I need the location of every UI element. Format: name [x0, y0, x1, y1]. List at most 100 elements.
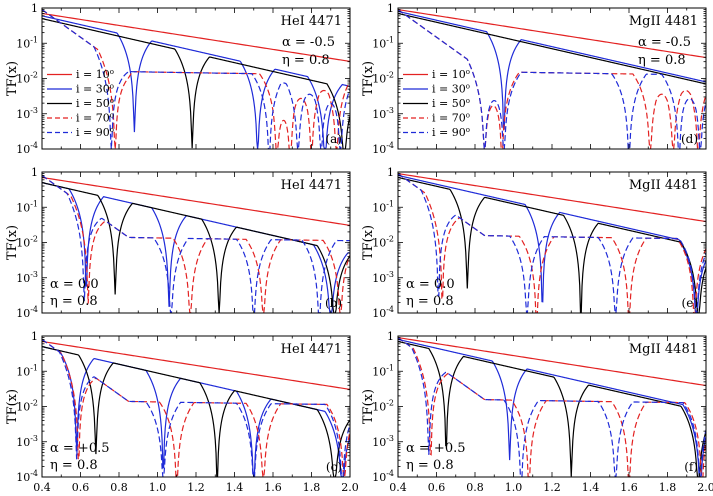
- series-i50: [42, 18, 350, 149]
- y-axis-label: TF(x): [361, 389, 376, 424]
- y-tick-label: 10-2: [372, 399, 394, 414]
- x-tick-label: 1.8: [303, 481, 321, 494]
- y-tick-label: 1: [387, 330, 394, 343]
- series-i10: [42, 12, 350, 62]
- y-tick-label: 1: [387, 166, 394, 179]
- eta-label: η = 0.8: [638, 53, 686, 68]
- legend-label: i = 90o: [76, 126, 114, 139]
- series-i30: [398, 10, 706, 130]
- legend-label: i = 50o: [432, 97, 470, 110]
- panel-b: 1 10-1 10-2 10-3 10-4 TF(x) HeI 4471 α = 0.0 η =…: [5, 166, 351, 320]
- x-tick-label: 0.4: [33, 481, 51, 494]
- line-name: MgII 4481: [629, 14, 698, 29]
- panel-a: 1 10-1 10-2 10-3 10-4 TF(x) HeI 4471 α = -0.5 η …: [5, 2, 351, 156]
- x-tick-label: 2.0: [697, 481, 713, 494]
- curves: [398, 173, 706, 313]
- legend-label: i = 30o: [76, 83, 114, 96]
- panel-tag: (d): [681, 132, 698, 146]
- series-i50: [42, 346, 350, 477]
- y-axis-label: TF(x): [361, 225, 376, 260]
- series-i50: [398, 340, 706, 477]
- panel-tag: (a): [325, 132, 342, 146]
- line-name: HeI 4471: [281, 342, 342, 357]
- x-tick-label: 1.6: [264, 481, 282, 494]
- legend-label: i = 90o: [432, 126, 470, 139]
- series-i30: [398, 338, 706, 477]
- y-tick-label: 10-1: [16, 35, 38, 50]
- alpha-label: α = 0.0: [50, 277, 99, 292]
- y-tick-label: 10-2: [372, 235, 394, 250]
- x-tick-label: 1.4: [226, 481, 244, 494]
- y-tick-label: 10-4: [372, 469, 394, 484]
- y-axis-label: TF(x): [5, 225, 20, 260]
- alpha-label: α = +0.5: [50, 441, 110, 456]
- y-tick-label: 10-1: [16, 199, 38, 214]
- y-axis-label: TF(x): [361, 61, 376, 96]
- x-axis-label: x: [548, 492, 556, 496]
- series-i50: [398, 12, 706, 85]
- line-name: MgII 4481: [629, 342, 698, 357]
- curves: [42, 174, 350, 313]
- series-i50: [42, 182, 350, 313]
- y-tick-label: 10-3: [372, 106, 394, 121]
- series-i10: [398, 173, 706, 223]
- eta-label: η = 0.8: [406, 458, 454, 473]
- x-tick-label: 1.0: [149, 481, 167, 494]
- y-tick-label: 10-4: [372, 141, 394, 156]
- series-i90: [42, 174, 350, 313]
- line-name: HeI 4471: [281, 178, 342, 193]
- y-tick-label: 10-4: [16, 469, 38, 484]
- panel-tag: (b): [325, 296, 342, 310]
- y-tick-label: 10-2: [16, 235, 38, 250]
- y-tick-label: 1: [31, 166, 38, 179]
- series-i50: [398, 176, 706, 313]
- panel-d: 1 10-1 10-2 10-3 10-4 TF(x) MgII 4481 α = -0.5 η…: [361, 2, 707, 156]
- panel-c: 1 10-1 10-2 10-3 10-40.4 0.6 0.8 1.0 1.2 1.4 1.6 1.…: [5, 330, 359, 496]
- y-tick-label: 10-3: [16, 106, 38, 121]
- y-tick-label: 10-4: [372, 305, 394, 320]
- y-tick-label: 1: [387, 2, 394, 15]
- series-i90: [398, 9, 706, 149]
- series-i30: [398, 174, 706, 313]
- x-tick-label: 1.4: [582, 481, 600, 494]
- series-i90: [398, 337, 706, 477]
- y-tick-label: 10-4: [16, 305, 38, 320]
- y-tick-label: 10-2: [372, 71, 394, 86]
- alpha-label: α = -0.5: [638, 35, 691, 50]
- x-tick-label: 0.6: [72, 481, 90, 494]
- x-tick-label: 1.2: [187, 481, 205, 494]
- curves: [42, 338, 350, 477]
- x-tick-label: 2.0: [341, 481, 359, 494]
- panel-e: 1 10-1 10-2 10-3 10-4 TF(x) MgII 4481 α = 0.0 η …: [361, 166, 707, 320]
- eta-label: η = 0.8: [406, 294, 454, 309]
- y-tick-label: 10-1: [372, 35, 394, 50]
- legend-label: i = 70o: [76, 112, 114, 125]
- alpha-label: α = +0.5: [406, 441, 466, 456]
- alpha-label: α = -0.5: [282, 35, 335, 50]
- eta-label: η = 0.8: [50, 458, 98, 473]
- legend-label: i = 70o: [432, 112, 470, 125]
- y-tick-label: 10-2: [16, 71, 38, 86]
- series-i90: [42, 9, 350, 149]
- y-tick-label: 10-1: [372, 199, 394, 214]
- line-name: HeI 4471: [281, 14, 342, 29]
- x-tick-label: 0.8: [466, 481, 484, 494]
- y-tick-label: 10-3: [16, 434, 38, 449]
- eta-label: η = 0.8: [282, 53, 330, 68]
- y-tick-label: 10-4: [16, 141, 38, 156]
- panel-tag: (f): [684, 460, 698, 474]
- x-tick-label: 1.8: [659, 481, 677, 494]
- y-axis-label: TF(x): [5, 389, 20, 424]
- panel-tag: (e): [682, 296, 698, 310]
- legend-label: i = 30o: [432, 83, 470, 96]
- curves: [42, 9, 350, 149]
- panel-tag: (c): [326, 460, 342, 474]
- series-i10: [398, 9, 706, 59]
- series-i30: [42, 15, 350, 149]
- curves: [398, 337, 706, 477]
- y-tick-label: 10-3: [372, 434, 394, 449]
- legend-label: i = 10o: [76, 68, 114, 81]
